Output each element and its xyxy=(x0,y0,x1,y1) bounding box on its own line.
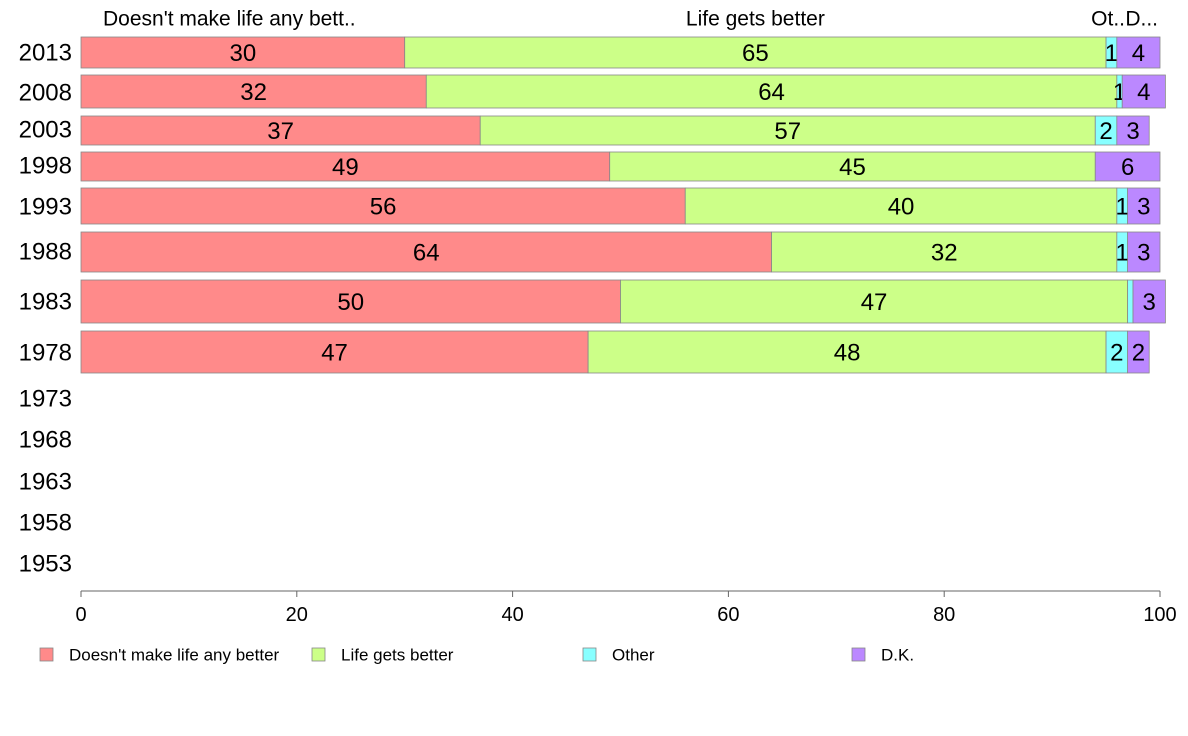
data-label-2003-0: 37 xyxy=(267,118,294,145)
bar-1993-d-k- xyxy=(1127,187,1161,225)
bar-1978-d-k- xyxy=(1127,330,1150,374)
bar-1993-doesn-t-make-life-any-better xyxy=(80,187,686,225)
bar-1988-doesn-t-make-life-any-better xyxy=(80,231,772,273)
bar-1988-life-gets-better xyxy=(771,231,1118,273)
data-label-2003-3: 3 xyxy=(1126,118,1139,145)
legend-swatch xyxy=(39,647,54,662)
data-label-1978-1: 48 xyxy=(834,340,861,367)
data-label-1988-2: 1 xyxy=(1116,240,1129,267)
data-label-1998-0: 49 xyxy=(332,154,359,181)
bar-1988-d-k- xyxy=(1127,231,1161,273)
data-label-2013-3: 4 xyxy=(1132,40,1145,67)
column-header-0: Doesn't make life any bett.. xyxy=(103,8,356,31)
y-axis-labels: 2013 2008 2003 1998 1993 1988 1983 1978 1973 1968… xyxy=(19,40,72,578)
bar-2013-life-gets-better xyxy=(404,36,1107,69)
legend-label: Doesn't make life any better xyxy=(69,646,280,665)
y-tick-label-1958: 1958 xyxy=(19,510,72,537)
legend-item-3: D.K. xyxy=(851,646,914,665)
bar-1983-doesn-t-make-life-any-better xyxy=(80,279,621,324)
legend-item-0: Doesn't make life any better xyxy=(39,646,280,665)
column-header-1: Life gets better xyxy=(686,8,825,31)
data-label-2003-1: 57 xyxy=(774,118,801,145)
y-tick-label-1963: 1963 xyxy=(19,469,72,496)
bars: 30 65 1 432 64 1 437 57 2 349 45 656 40 1 364 32 1 350 47 3… xyxy=(80,36,1166,374)
column-headers: Doesn't make life any bett.. Life gets be… xyxy=(103,8,1158,31)
data-label-2013-0: 30 xyxy=(229,40,256,67)
y-tick-label-2008: 2008 xyxy=(19,80,72,107)
y-tick-label-2003: 2003 xyxy=(19,117,72,144)
y-tick-label-1993: 1993 xyxy=(19,194,72,221)
bar-2003-doesn-t-make-life-any-better xyxy=(80,115,481,146)
bar-2003-d-k- xyxy=(1116,115,1150,146)
legend-label: Other xyxy=(612,646,655,665)
bar-2008-life-gets-better xyxy=(425,74,1118,109)
y-tick-label-1988: 1988 xyxy=(19,239,72,266)
legend-swatch xyxy=(851,647,866,662)
data-label-1978-2: 2 xyxy=(1110,340,1123,367)
data-label-1993-2: 1 xyxy=(1116,194,1129,221)
data-label-2003-2: 2 xyxy=(1099,118,1112,145)
legend-swatch xyxy=(582,647,597,662)
data-label-1978-3: 2 xyxy=(1132,340,1145,367)
y-tick-label-1973: 1973 xyxy=(19,386,72,413)
x-tick-label-80: 80 xyxy=(933,604,955,626)
data-label-1988-3: 3 xyxy=(1137,240,1150,267)
data-label-1993-1: 40 xyxy=(888,194,915,221)
data-label-2008-3: 4 xyxy=(1137,79,1150,106)
data-label-1988-1: 32 xyxy=(931,240,958,267)
column-header-2: Ot.. xyxy=(1091,8,1125,31)
bar-1978-doesn-t-make-life-any-better xyxy=(80,330,589,374)
x-tick-label-100: 100 xyxy=(1143,604,1176,626)
data-label-1993-3: 3 xyxy=(1137,194,1150,221)
y-tick-label-1953: 1953 xyxy=(19,551,72,578)
bar-1998-d-k- xyxy=(1094,151,1161,182)
x-tick-label-0: 0 xyxy=(75,604,86,626)
bar-2008-d-k- xyxy=(1121,74,1166,109)
bar-1983-other xyxy=(1127,279,1134,324)
data-label-1983-3: 3 xyxy=(1143,289,1156,316)
data-label-1983-0: 50 xyxy=(337,289,364,316)
bar-1993-life-gets-better xyxy=(684,187,1118,225)
data-label-1998-3: 6 xyxy=(1121,154,1134,181)
data-label-2013-2: 1 xyxy=(1105,40,1118,67)
data-label-1983-1: 47 xyxy=(861,289,888,316)
bar-1998-life-gets-better xyxy=(609,151,1096,182)
legend-label: Life gets better xyxy=(341,646,454,665)
bar-1978-life-gets-better xyxy=(587,330,1107,374)
y-tick-label-2013: 2013 xyxy=(19,40,72,67)
bar-1983-d-k- xyxy=(1132,279,1166,324)
data-label-1993-0: 56 xyxy=(370,194,397,221)
legend-label: D.K. xyxy=(881,646,914,665)
x-axis: 0 20 40 60 80 100 xyxy=(75,590,1177,626)
y-tick-label-1983: 1983 xyxy=(19,289,72,316)
y-tick-label-1968: 1968 xyxy=(19,427,72,454)
bar-1983-life-gets-better xyxy=(620,279,1129,324)
bar-2013-doesn-t-make-life-any-better xyxy=(80,36,406,69)
data-label-1988-0: 64 xyxy=(413,240,440,267)
column-header-3: D... xyxy=(1125,8,1158,31)
legend: Doesn't make life any better Life gets be… xyxy=(39,646,914,665)
y-tick-label-1998: 1998 xyxy=(19,153,72,180)
x-tick-label-20: 20 xyxy=(286,604,308,626)
y-tick-label-1978: 1978 xyxy=(19,340,72,367)
x-tick-label-40: 40 xyxy=(501,604,523,626)
legend-swatch xyxy=(311,647,326,662)
data-label-1978-0: 47 xyxy=(321,340,348,367)
x-tick-label-60: 60 xyxy=(717,604,739,626)
legend-item-1: Life gets better xyxy=(311,646,454,665)
bar-2013-d-k- xyxy=(1116,36,1161,69)
data-label-2013-1: 65 xyxy=(742,40,769,67)
data-label-1998-1: 45 xyxy=(839,154,866,181)
data-label-2008-1: 64 xyxy=(758,79,785,106)
legend-item-2: Other xyxy=(582,646,655,665)
data-label-2008-0: 32 xyxy=(240,79,267,106)
